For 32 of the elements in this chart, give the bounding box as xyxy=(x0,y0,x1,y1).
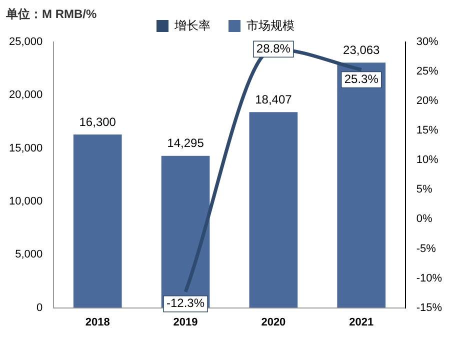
data-label: 25.3% xyxy=(344,72,379,86)
y2-tick-label: 10% xyxy=(416,154,439,166)
x-tick-label: 2019 xyxy=(173,316,198,328)
y-tick-label: 5,000 xyxy=(15,248,43,261)
bar xyxy=(73,134,122,308)
data-label: 16,300 xyxy=(79,114,116,129)
chart-title: 单位：M RMB/% xyxy=(6,6,97,23)
y2-tick-label: 15% xyxy=(416,124,439,137)
y2-tick-label: 30% xyxy=(416,36,439,48)
y-tick-label: 15,000 xyxy=(8,142,43,154)
x-tick-label: 2018 xyxy=(85,316,110,328)
data-label: 23,063 xyxy=(343,42,380,57)
data-label: 18,407 xyxy=(255,92,292,106)
x-tick-label: 2021 xyxy=(349,316,374,328)
bar xyxy=(337,62,386,308)
legend-label: 市场规模 xyxy=(246,18,294,32)
y-tick-label: 20,000 xyxy=(8,89,43,102)
y2-tick-label: 5% xyxy=(416,184,432,196)
y-tick-label: 10,000 xyxy=(8,196,43,208)
y2-tick-label: 0% xyxy=(416,213,432,226)
y-tick-label: 25,000 xyxy=(8,36,43,48)
data-label: -12.3% xyxy=(166,296,205,310)
y2-tick-label: 20% xyxy=(416,95,439,108)
bar xyxy=(249,112,298,308)
y2-tick-label: -15% xyxy=(416,302,442,314)
y2-tick-label: 25% xyxy=(416,66,439,78)
y2-tick-label: -10% xyxy=(416,272,442,284)
y2-tick-label: -5% xyxy=(416,242,436,255)
data-label: 14,295 xyxy=(167,136,204,150)
y-tick-label: 0 xyxy=(36,302,43,314)
legend-label: 增长率 xyxy=(174,18,210,32)
x-tick-label: 2020 xyxy=(261,316,286,328)
